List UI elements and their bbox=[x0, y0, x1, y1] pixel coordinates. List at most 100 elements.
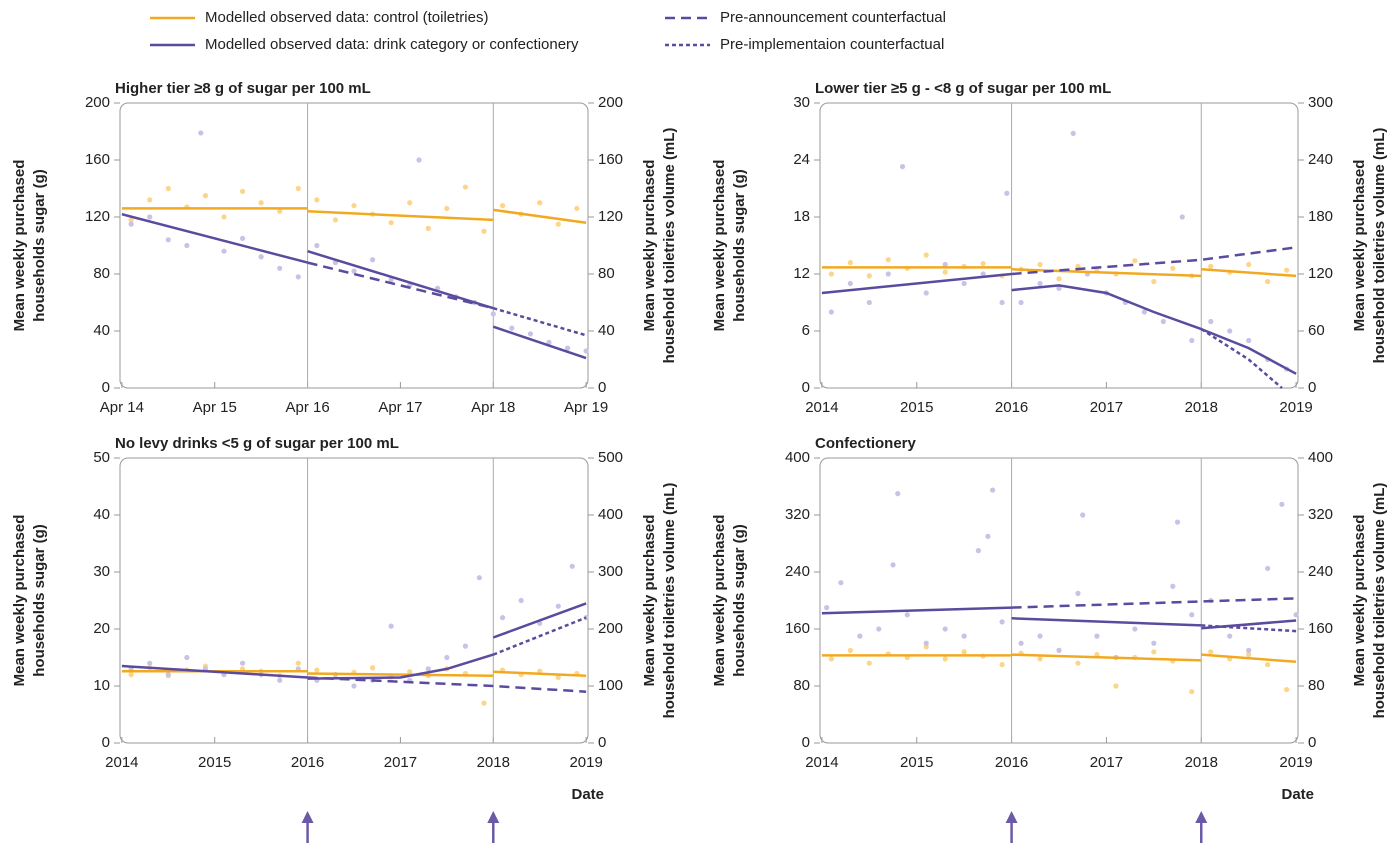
plot-frame bbox=[819, 457, 1299, 744]
data-point bbox=[184, 654, 190, 661]
data-point bbox=[1189, 689, 1195, 695]
data-point bbox=[444, 205, 450, 212]
data-point bbox=[239, 188, 246, 194]
data-point bbox=[314, 242, 320, 249]
y2-tick-label: 240 bbox=[1308, 151, 1333, 168]
y-tick-label: 80 bbox=[793, 677, 810, 694]
y2-tick-label: 0 bbox=[1308, 379, 1316, 396]
data-point bbox=[476, 575, 482, 581]
data-point bbox=[1056, 647, 1062, 653]
x-tick-label: 2019 bbox=[1279, 754, 1312, 771]
data-point bbox=[258, 200, 264, 206]
data-point bbox=[866, 660, 872, 666]
data-point bbox=[1279, 501, 1285, 507]
x-tick-label: 2018 bbox=[1185, 754, 1218, 771]
data-point bbox=[857, 633, 863, 639]
y2-tick-label: 80 bbox=[598, 265, 615, 282]
data-point bbox=[1132, 258, 1138, 264]
data-point bbox=[351, 203, 357, 209]
event-arrowhead bbox=[487, 811, 500, 823]
y-tick-label: 320 bbox=[785, 506, 810, 523]
x-tick-label: 2016 bbox=[995, 399, 1028, 416]
x-tick-label: 2014 bbox=[105, 754, 138, 771]
model-line bbox=[1011, 597, 1297, 609]
plot-frame bbox=[119, 457, 589, 744]
data-point bbox=[904, 612, 910, 618]
data-point bbox=[866, 273, 872, 279]
data-point bbox=[128, 221, 134, 227]
y-tick-label: 50 bbox=[93, 449, 110, 466]
data-point bbox=[147, 214, 153, 220]
x-tick-label: Apr 16 bbox=[285, 399, 329, 416]
data-point bbox=[295, 274, 301, 280]
data-point bbox=[555, 603, 561, 609]
data-point bbox=[198, 130, 204, 136]
panel-title: Confectionery bbox=[815, 435, 917, 452]
data-point bbox=[1265, 279, 1271, 285]
data-point bbox=[1113, 683, 1119, 689]
x-tick-label: 2018 bbox=[477, 754, 510, 771]
x-tick-label: Apr 14 bbox=[100, 399, 144, 416]
model-line bbox=[307, 676, 587, 693]
x-tick-label: Apr 18 bbox=[471, 399, 515, 416]
data-point bbox=[1246, 652, 1252, 658]
data-point bbox=[1284, 686, 1290, 693]
model-line bbox=[821, 606, 1297, 630]
data-point bbox=[847, 280, 853, 287]
y-axis-title: Mean weekly purchased bbox=[11, 515, 28, 687]
panel-title: No levy drinks <5 g of sugar per 100 mL bbox=[115, 435, 399, 452]
model-line bbox=[307, 261, 494, 310]
y-axis-title: households sugar (g) bbox=[31, 169, 48, 322]
model-line bbox=[821, 266, 1297, 278]
data-point bbox=[527, 331, 534, 337]
data-point bbox=[1141, 309, 1147, 315]
y-tick-label: 18 bbox=[793, 208, 810, 225]
data-point bbox=[890, 562, 896, 568]
data-point bbox=[1037, 656, 1043, 662]
y2-tick-label: 160 bbox=[598, 151, 623, 168]
data-point bbox=[1208, 263, 1214, 269]
x-tick-label: 2017 bbox=[384, 754, 417, 771]
data-point bbox=[165, 185, 171, 192]
y-tick-label: 0 bbox=[102, 734, 110, 751]
data-point bbox=[425, 666, 431, 672]
x-axis-title: Date bbox=[1281, 786, 1314, 803]
data-point bbox=[999, 662, 1005, 668]
y-tick-label: 0 bbox=[802, 379, 810, 396]
x-tick-label: 2015 bbox=[900, 399, 933, 416]
data-point bbox=[184, 242, 190, 249]
model-line bbox=[121, 602, 587, 680]
x-tick-label: 2015 bbox=[900, 754, 933, 771]
data-point bbox=[1189, 612, 1195, 618]
data-point bbox=[481, 228, 487, 234]
y-tick-label: 12 bbox=[793, 265, 810, 282]
y2-tick-label: 180 bbox=[1308, 208, 1333, 225]
data-point bbox=[221, 214, 227, 220]
data-point bbox=[838, 580, 844, 586]
y2-tick-label: 0 bbox=[598, 734, 606, 751]
y2-tick-label: 100 bbox=[598, 677, 623, 694]
y2-axis-title: household toiletries volume (mL) bbox=[661, 483, 678, 719]
y-tick-label: 240 bbox=[785, 563, 810, 580]
data-point bbox=[980, 271, 986, 277]
data-point bbox=[462, 184, 469, 190]
y-tick-label: 20 bbox=[93, 620, 110, 637]
event-arrowhead bbox=[1195, 811, 1208, 823]
data-point bbox=[1070, 130, 1076, 136]
data-point bbox=[574, 205, 580, 212]
data-point bbox=[1170, 583, 1176, 589]
plot-frame bbox=[119, 102, 589, 389]
data-point bbox=[147, 660, 153, 666]
data-point bbox=[828, 309, 834, 315]
data-point bbox=[1080, 512, 1086, 518]
panel-title: Lower tier ≥5 g - <8 g of sugar per 100 … bbox=[815, 80, 1111, 97]
model-line bbox=[121, 212, 587, 360]
data-point bbox=[1056, 276, 1062, 282]
data-point bbox=[239, 235, 246, 241]
data-point bbox=[1208, 318, 1214, 325]
data-point bbox=[876, 626, 882, 632]
data-point bbox=[555, 674, 561, 681]
data-point bbox=[425, 225, 431, 231]
